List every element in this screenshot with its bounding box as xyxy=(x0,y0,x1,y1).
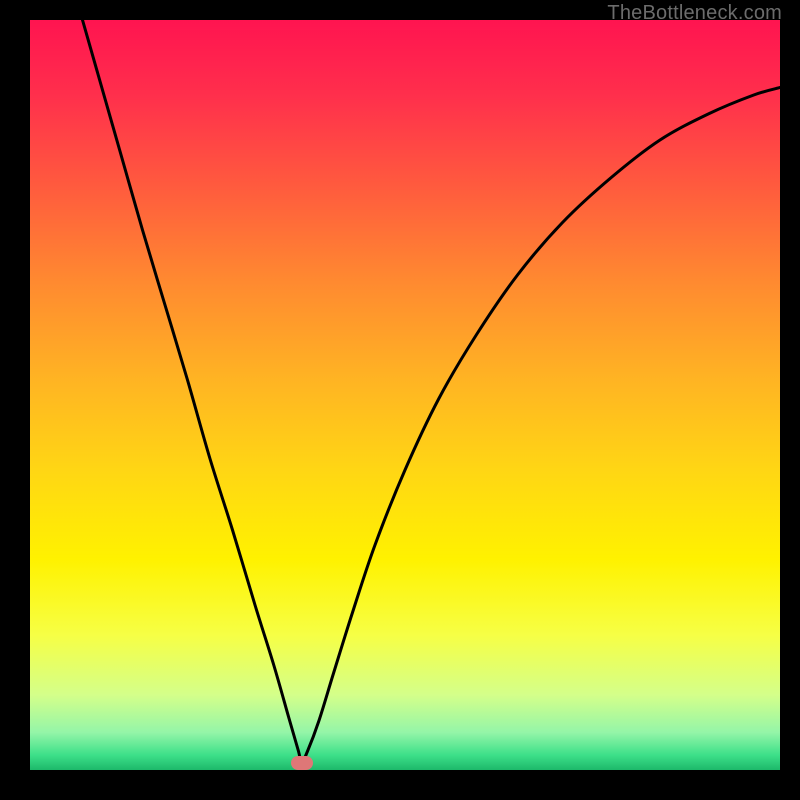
min-marker xyxy=(291,756,313,770)
curve-path xyxy=(83,20,781,763)
watermark-text: TheBottleneck.com xyxy=(607,2,782,25)
plot-area xyxy=(30,20,780,770)
chart-frame xyxy=(0,0,800,800)
bottleneck-curve xyxy=(30,20,780,770)
